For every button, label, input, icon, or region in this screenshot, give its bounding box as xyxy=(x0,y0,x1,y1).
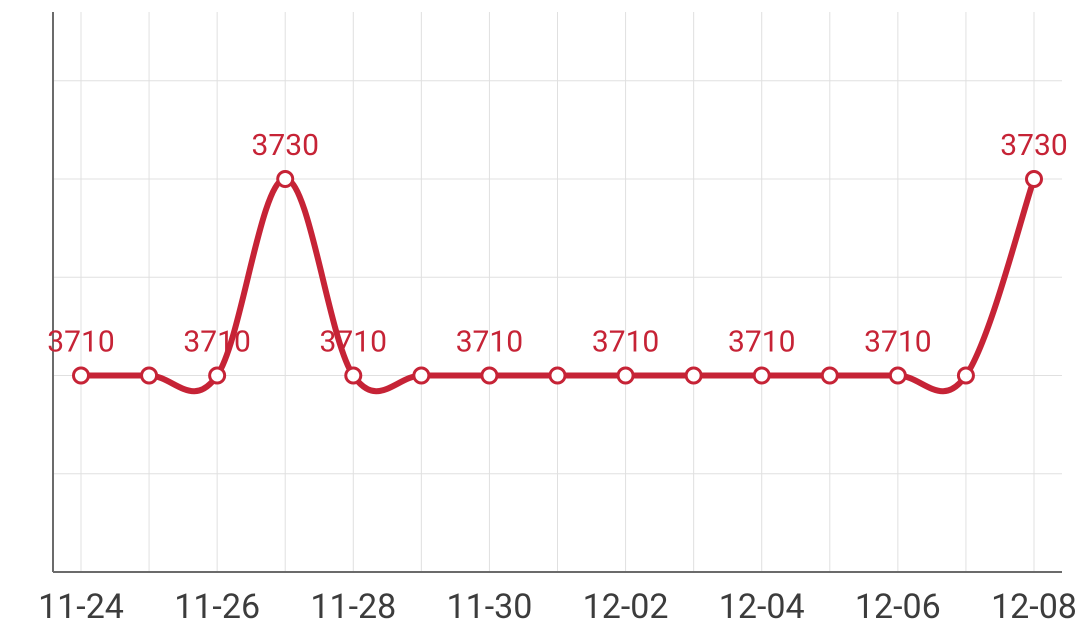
data-point xyxy=(686,368,701,383)
x-tick-label: 11-26 xyxy=(174,587,260,627)
data-point xyxy=(550,368,565,383)
line-chart: 3710 3710 3730 3710 3710 3710 3710 3710 3730 11-2… xyxy=(0,0,1079,642)
data-label: 3710 xyxy=(47,325,114,360)
data-point xyxy=(822,368,837,383)
x-tick-label: 11-28 xyxy=(310,587,396,627)
data-label: 3710 xyxy=(864,325,931,360)
x-tick-label: 12-08 xyxy=(991,587,1077,627)
x-tick-label: 12-02 xyxy=(583,587,669,627)
data-point xyxy=(754,368,769,383)
data-point xyxy=(958,368,973,383)
data-point xyxy=(210,368,225,383)
data-point xyxy=(414,368,429,383)
data-point xyxy=(278,172,293,187)
data-point xyxy=(890,368,905,383)
data-label: 3710 xyxy=(592,325,659,360)
data-label: 3710 xyxy=(320,325,387,360)
data-label: 3730 xyxy=(251,128,318,163)
data-label: 3710 xyxy=(728,325,795,360)
data-point xyxy=(1027,172,1042,187)
data-label: 3710 xyxy=(183,325,250,360)
x-tick-label: 12-04 xyxy=(719,587,805,627)
x-tick-label: 11-30 xyxy=(447,587,533,627)
x-tick-label: 12-06 xyxy=(855,587,941,627)
data-point xyxy=(618,368,633,383)
chart-svg: 3710 3710 3730 3710 3710 3710 3710 3710 3730 11-2… xyxy=(0,0,1079,642)
data-point xyxy=(346,368,361,383)
data-point xyxy=(74,368,89,383)
data-label: 3710 xyxy=(456,325,523,360)
data-point xyxy=(482,368,497,383)
data-label: 3730 xyxy=(1000,128,1067,163)
data-point xyxy=(142,368,157,383)
x-tick-label: 11-24 xyxy=(38,587,124,627)
